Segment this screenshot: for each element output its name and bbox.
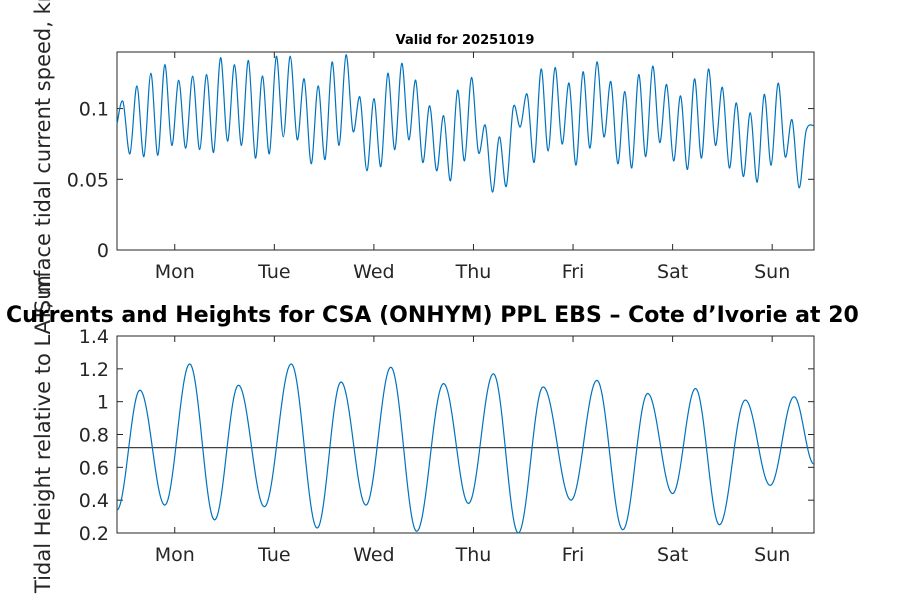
speed-x-tick-label: Fri <box>562 261 585 283</box>
height-y-tick-label: 0.6 <box>79 457 109 479</box>
height-y-tick-label: 1.2 <box>79 359 109 381</box>
figure-main-title: Currents and Heights for CSA (ONHYM) PPL… <box>6 303 859 328</box>
speed-x-tick-label: Thu <box>455 261 492 283</box>
height-x-tick-label: Tue <box>257 544 290 566</box>
tidal-height-y-axis-label: Tidal Height relative to LAT, m <box>31 275 55 594</box>
tidal-height-y-tick-labels: 0.2 0.4 0.6 0.8 1 1.2 1.4 <box>79 326 109 545</box>
current-speed-y-tick-labels: 0 0.05 0.1 <box>67 99 109 262</box>
speed-y-tick-label: 0.1 <box>79 99 109 121</box>
tidal-height-plot-area <box>116 335 815 534</box>
speed-y-tick-label: 0.05 <box>67 169 109 191</box>
current-speed-chart-title: Valid for 20251019 <box>396 33 535 48</box>
height-x-tick-label: Mon <box>155 544 195 566</box>
speed-y-tick-label: 0 <box>97 240 109 262</box>
current-speed-axis-ticks <box>117 52 814 251</box>
height-y-tick-label: 1 <box>97 392 109 414</box>
height-x-tick-label: Wed <box>353 544 394 566</box>
tidal-height-line <box>116 363 815 534</box>
current-speed-line <box>116 54 815 193</box>
height-y-tick-label: 1.4 <box>79 326 109 348</box>
speed-x-tick-label: Tue <box>257 261 290 283</box>
current-speed-x-tick-labels: Mon Tue Wed Thu Fri Sat Sun <box>155 261 791 283</box>
height-x-tick-label: Thu <box>455 544 492 566</box>
speed-x-tick-label: Mon <box>155 261 195 283</box>
tidal-height-axis-ticks <box>117 335 814 534</box>
speed-x-tick-label: Wed <box>353 261 394 283</box>
tidal-height-chart: Tidal Height relative to LAT, m 0.20.40.… <box>31 275 815 594</box>
speed-x-tick-label: Sun <box>754 261 790 283</box>
height-x-tick-label: Sun <box>754 544 790 566</box>
height-y-tick-label: 0.4 <box>79 490 109 512</box>
current-speed-y-axis-label: Surface tidal current speed, kn <box>31 0 55 313</box>
height-x-tick-label: Sat <box>657 544 688 566</box>
tidal-height-x-tick-labels: Mon Tue Wed Thu Fri Sat Sun <box>155 544 791 566</box>
height-y-tick-label: 0.2 <box>79 523 109 545</box>
speed-x-tick-label: Sat <box>657 261 688 283</box>
current-speed-chart: Valid for 20251019 Surface tidal current… <box>31 0 815 313</box>
height-x-tick-label: Fri <box>562 544 585 566</box>
height-y-tick-label: 0.8 <box>79 425 109 447</box>
